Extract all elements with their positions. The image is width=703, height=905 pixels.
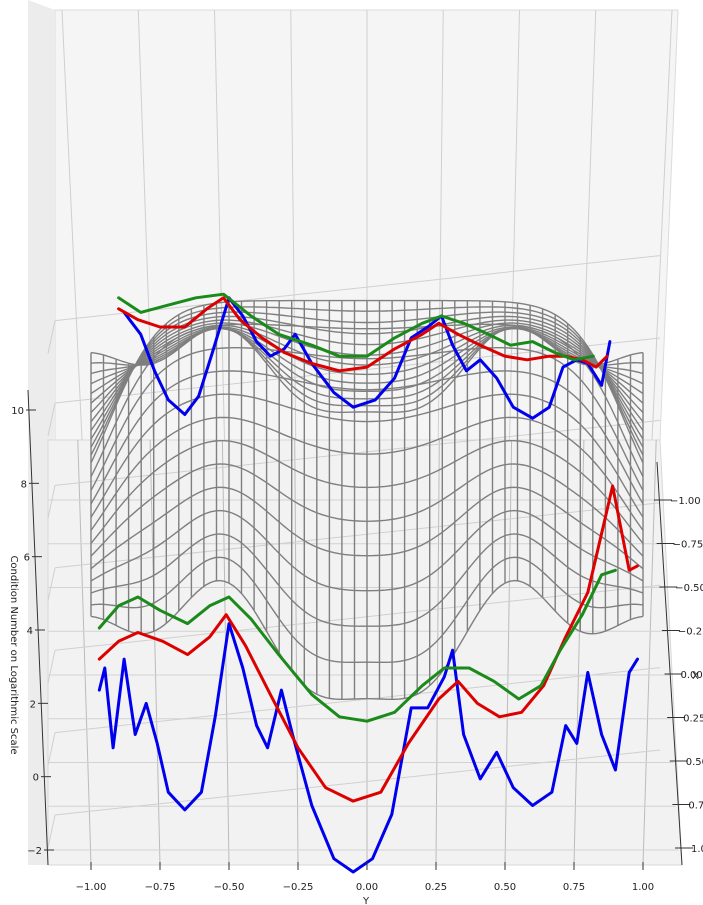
back-gridline: [509, 9, 520, 441]
z-tick-label: −2: [27, 846, 42, 857]
y-tick-label: 0.00: [356, 882, 378, 893]
xlabel: X: [692, 671, 699, 682]
y-gridline: [642, 439, 657, 866]
x-tick-label: −0.75: [673, 540, 703, 551]
y-tick-label: −0.25: [283, 882, 314, 893]
series-curve: [97, 622, 639, 874]
wireframe-surface: [90, 299, 644, 700]
z-tick-label: 10: [11, 406, 24, 417]
z-tick-label: 6: [24, 553, 30, 564]
back-gridline: [214, 9, 225, 441]
y-tick-label: −0.75: [145, 882, 176, 893]
ylabel: Y: [362, 896, 370, 905]
x-tick-label: −0.50: [675, 583, 703, 594]
series-curve: [117, 292, 595, 362]
series-curve: [117, 296, 609, 373]
series-curve: [97, 568, 617, 723]
back-gridline: [137, 9, 154, 441]
y-gridline: [435, 439, 440, 866]
z-gridline: [54, 667, 661, 734]
z-tick-label: 8: [21, 479, 27, 490]
back-gridline: [580, 9, 597, 441]
y-tick-label: −1.00: [76, 882, 107, 893]
y-gridline: [294, 439, 299, 866]
series-curve: [122, 296, 612, 420]
z-tick-label: 0: [33, 773, 39, 784]
x-tick-label: 0.25: [683, 714, 703, 725]
y-tick-label: 0.25: [425, 882, 447, 893]
z-gridline: [47, 814, 56, 849]
x-axis-line: [656, 461, 683, 866]
z-gridline: [54, 502, 661, 569]
z-gridline: [47, 650, 56, 684]
y-tick-label: 0.75: [563, 882, 585, 893]
x-tick-label: −1.00: [670, 496, 701, 507]
z-gridline: [47, 485, 56, 519]
axis-ticks: −1.00 −0.75 −0.50 −0.25 0.00 0.25 0.50 0.75 1.00…: [11, 389, 703, 893]
back-gridline: [290, 9, 297, 441]
y-tick-label: −0.50: [214, 882, 245, 893]
z-gridline: [47, 320, 56, 354]
z-gridline: [54, 419, 661, 486]
back-gridline: [437, 9, 444, 441]
x-tick-label: 0.00: [681, 670, 703, 681]
x-tick-label: −0.25: [678, 627, 703, 638]
floor-pane: [47, 439, 683, 866]
z-axis-line: [27, 389, 49, 866]
y-tick-label: 0.50: [494, 882, 516, 893]
z-gridline: [47, 567, 56, 601]
z-gridline: [47, 402, 56, 437]
y-gridline: [77, 439, 92, 866]
z-tick-label: 4: [27, 626, 33, 637]
y-gridline: [149, 439, 161, 866]
x-tick-label: 0.75: [688, 801, 703, 812]
y-tick-label: 1.00: [632, 882, 654, 893]
zlabel: Condition Number on Logarithmic Scale: [8, 555, 19, 754]
z-gridline: [47, 732, 56, 766]
series-curve: [97, 484, 639, 803]
data-curves: [97, 292, 639, 874]
z-tick-label: 2: [30, 699, 36, 710]
x-tick-label: 1.00: [691, 844, 703, 855]
x-tick-label: 0.50: [686, 757, 703, 768]
back-gridline: [61, 9, 83, 441]
back-gridline: [651, 9, 673, 441]
axis-gridlines: [47, 9, 678, 866]
